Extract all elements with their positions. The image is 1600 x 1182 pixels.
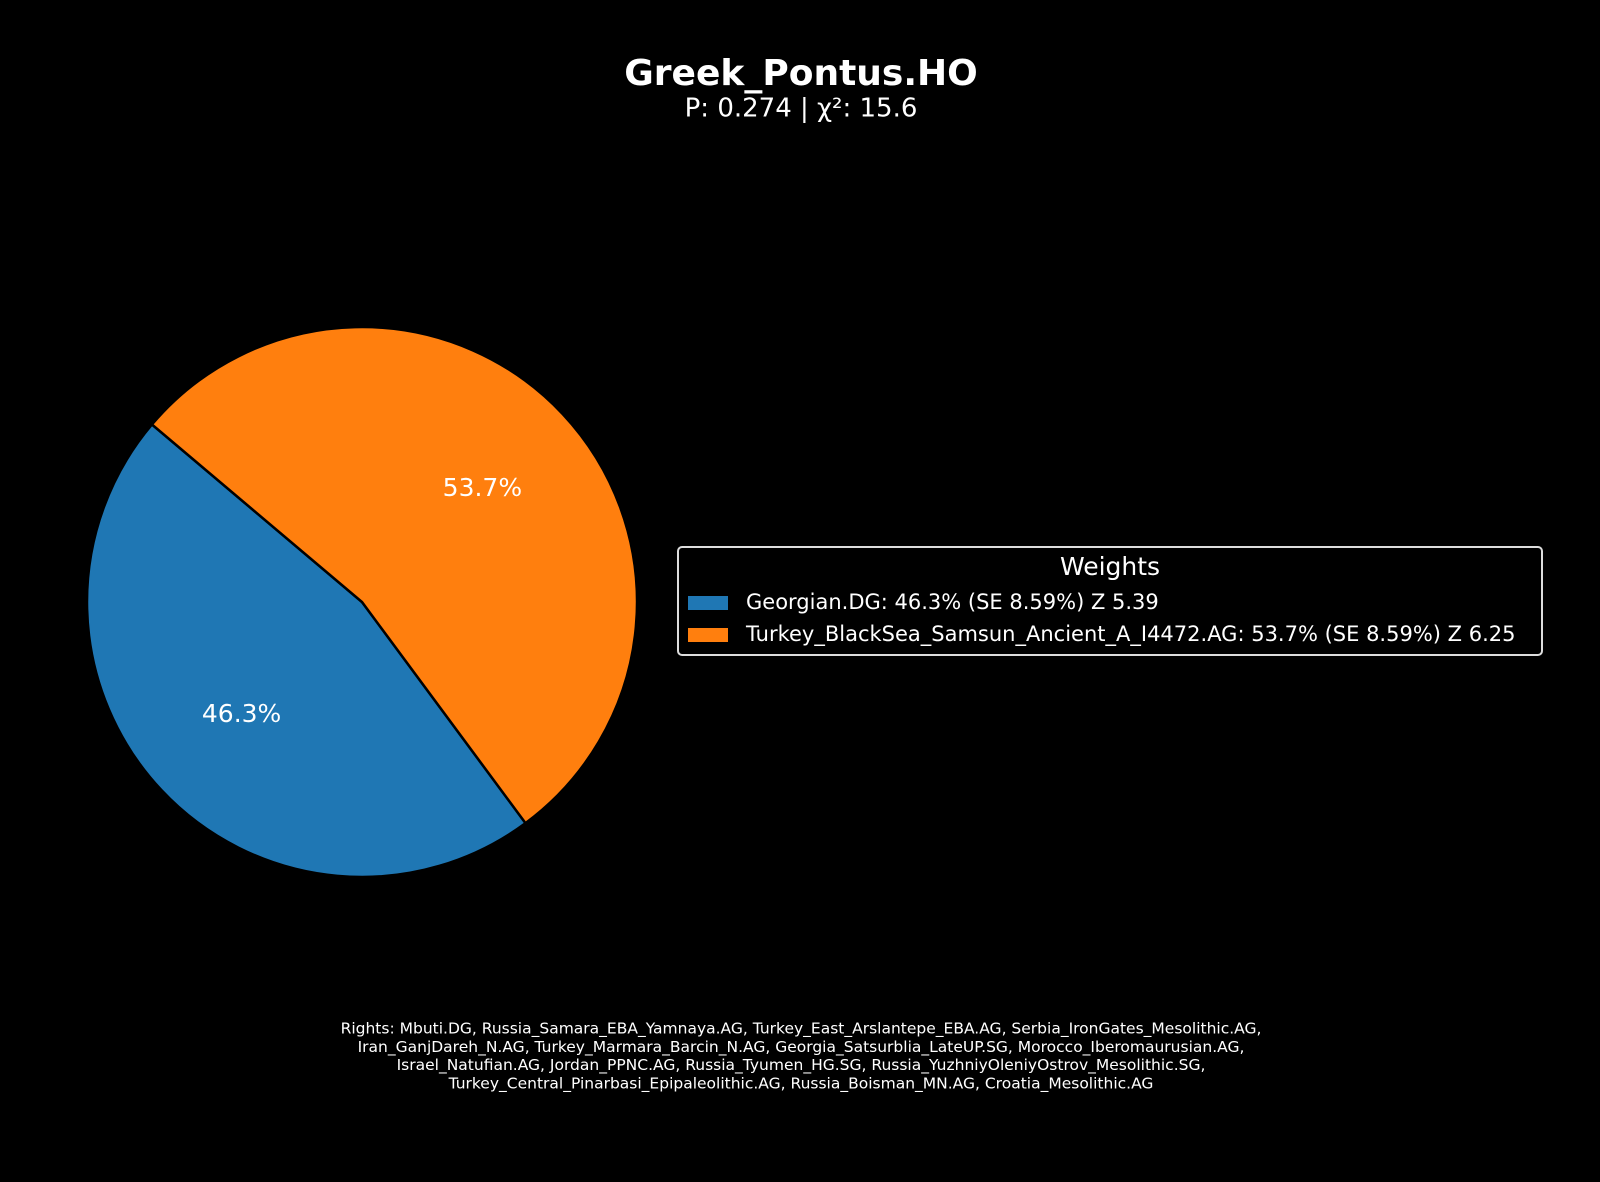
pie-slice — [150, 325, 639, 825]
footnote: Iran_GanjDareh_N.AG, Turkey_Marmara_Barc… — [358, 1038, 1245, 1057]
legend-swatch — [688, 596, 728, 610]
chart-title: Greek_Pontus.HO — [624, 53, 978, 94]
pie-slice — [85, 422, 528, 879]
chart-subtitle: P: 0.274 | χ²: 15.6 — [685, 94, 918, 124]
legend-label: Georgian.DG: 46.3% (SE 8.59%) Z 5.39 — [746, 590, 1159, 614]
slice-label: 46.3% — [202, 699, 281, 728]
legend-box — [677, 546, 1543, 656]
legend-swatch — [688, 628, 728, 642]
legend-label: Turkey_BlackSea_Samsun_Ancient_A_I4472.A… — [745, 622, 1515, 647]
footnote: Rights: Mbuti.DG, Russia_Samara_EBA_Yamn… — [341, 1020, 1262, 1039]
footnote: Turkey_Central_Pinarbasi_Epipaleolithic.… — [448, 1074, 1154, 1093]
slice-label: 53.7% — [443, 473, 522, 502]
footnote: Israel_Natufian.AG, Jordan_PPNC.AG, Russ… — [397, 1056, 1206, 1075]
legend-title: Weights — [1060, 552, 1160, 581]
